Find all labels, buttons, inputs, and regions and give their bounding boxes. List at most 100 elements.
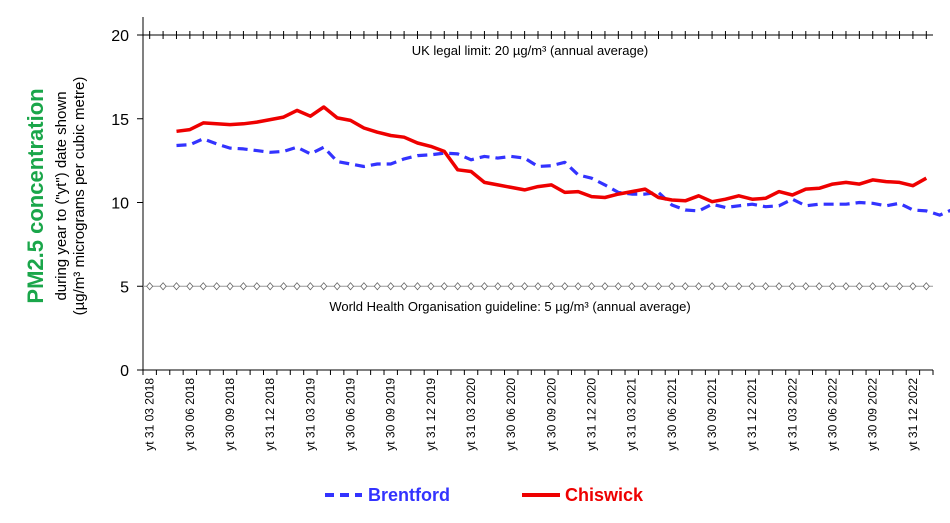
- who-guideline-marker: [721, 282, 729, 291]
- uk-limit-marker: [627, 31, 636, 39]
- uk-limit-marker: [614, 31, 623, 39]
- who-guideline-marker: [735, 282, 743, 291]
- y-tick-label: 10: [111, 196, 129, 213]
- uk-limit-marker: [440, 31, 449, 39]
- who-guideline-marker: [521, 282, 529, 291]
- uk-limit-marker: [654, 31, 663, 39]
- who-guideline-marker: [588, 282, 596, 291]
- uk-limit-marker: [319, 31, 328, 39]
- uk-limit-marker: [748, 31, 757, 39]
- x-tick-label: yt 31 12 2022: [906, 378, 920, 451]
- who-guideline-marker: [199, 282, 207, 291]
- x-tick-label: yt 30 09 2022: [866, 378, 880, 451]
- uk-limit-marker: [520, 31, 529, 39]
- uk-limit-marker: [775, 31, 784, 39]
- y-tick-label: 20: [111, 28, 129, 45]
- who-guideline-marker: [922, 282, 930, 291]
- who-guideline-marker: [895, 282, 904, 291]
- who-guideline-marker: [641, 282, 649, 291]
- uk-limit-marker: [681, 31, 690, 39]
- y-tick-label: 15: [111, 112, 129, 129]
- uk-limit-marker: [279, 31, 288, 39]
- who-guideline-marker: [427, 282, 435, 291]
- x-tick-label: yt 31 03 2019: [303, 378, 317, 451]
- x-tick-label: yt 31 12 2021: [745, 378, 759, 451]
- uk-limit-marker: [600, 31, 609, 39]
- uk-limit-marker: [828, 31, 837, 39]
- uk-limit-marker: [185, 31, 194, 39]
- uk-limit-marker: [373, 31, 382, 39]
- uk-limit-marker: [882, 31, 891, 39]
- who-guideline-marker: [239, 282, 247, 291]
- uk-limit-marker: [761, 31, 770, 39]
- who-guideline-marker: [280, 282, 288, 291]
- uk-limit-marker: [359, 31, 368, 39]
- who-guideline-marker: [266, 282, 274, 291]
- x-tick-label: yt 31 03 2021: [625, 378, 639, 451]
- who-guideline-marker: [668, 282, 676, 291]
- who-guideline-marker: [373, 282, 381, 291]
- y-axis-title: PM2.5 concentration during year to ("yt"…: [23, 77, 88, 316]
- x-tick-label: yt 31 03 2022: [785, 378, 799, 451]
- who-guideline-marker: [654, 282, 663, 291]
- who-guideline-marker: [306, 282, 314, 291]
- uk-limit-marker: [266, 31, 275, 39]
- uk-limit-marker: [908, 31, 917, 39]
- uk-limit-marker: [159, 31, 168, 39]
- y-axis-title-line1: during year to ("yt") date shown: [53, 91, 70, 300]
- who-guideline-marker: [681, 282, 689, 291]
- who-guideline-marker: [628, 282, 636, 291]
- who-guideline-marker: [413, 282, 422, 291]
- uk-limit-marker: [292, 31, 301, 39]
- uk-limit-marker: [172, 31, 181, 39]
- who-guideline-marker: [855, 282, 863, 291]
- x-tick-label: yt 31 03 2020: [464, 378, 478, 451]
- who-guideline-marker: [480, 282, 488, 291]
- who-guideline-marker: [708, 282, 716, 291]
- uk-limit-marker: [694, 31, 703, 39]
- series-line-chiswick: [176, 105, 928, 204]
- uk-limit-marker: [252, 31, 261, 39]
- uk-limit-marker: [145, 31, 154, 39]
- who-guideline-marker: [320, 282, 328, 291]
- uk-limit-marker: [547, 31, 556, 39]
- who-guideline-marker: [507, 282, 515, 291]
- who-guideline-marker: [829, 282, 837, 291]
- uk-limit-marker: [199, 31, 208, 39]
- uk-limit-marker: [895, 31, 904, 39]
- uk-limit-marker: [400, 31, 409, 39]
- who-guideline-marker: [226, 282, 234, 291]
- x-tick-label: yt 30 06 2021: [665, 378, 679, 451]
- uk-limit-marker: [560, 31, 569, 39]
- who-guideline-marker: [454, 282, 462, 291]
- uk-limit-marker: [386, 31, 395, 39]
- uk-limit-marker: [801, 31, 810, 39]
- uk-limit-marker: [346, 31, 355, 39]
- x-tick-label: yt 30 09 2019: [384, 378, 398, 451]
- who-guideline-marker: [775, 282, 783, 291]
- who-guideline-marker: [815, 282, 823, 291]
- who-guideline-marker: [762, 282, 770, 291]
- chart-axes: 0 5 10 15 20 yt 31 03 2018 yt 30 06 2018 yt 30 …: [111, 17, 934, 451]
- uk-limit-marker: [239, 31, 248, 39]
- uk-limit-marker: [641, 31, 650, 39]
- uk-limit-marker: [493, 31, 502, 39]
- who-guideline-marker: [788, 282, 796, 291]
- who-guideline-marker: [146, 282, 154, 291]
- uk-limit-marker: [815, 31, 824, 39]
- who-guideline-marker: [253, 282, 261, 291]
- y-axis-title-line2: (µg/m³ micrograms per cubic metre): [71, 77, 88, 316]
- who-guideline-marker: [869, 282, 877, 291]
- uk-limit-marker: [667, 31, 676, 39]
- uk-limit-marker: [306, 31, 315, 39]
- x-tick-label: yt 31 12 2020: [585, 378, 599, 451]
- uk-limit-marker: [788, 31, 797, 39]
- who-guideline-label: World Health Organisation guideline: 5 µ…: [329, 299, 690, 314]
- who-guideline-marker: [534, 282, 542, 291]
- uk-limit-marker: [212, 31, 221, 39]
- who-guideline-marker: [213, 282, 221, 291]
- who-guideline-marker: [400, 282, 408, 291]
- x-tick-label: yt 31 03 2018: [143, 378, 157, 451]
- who-guideline-marker: [347, 282, 355, 291]
- uk-limit-marker: [480, 31, 489, 39]
